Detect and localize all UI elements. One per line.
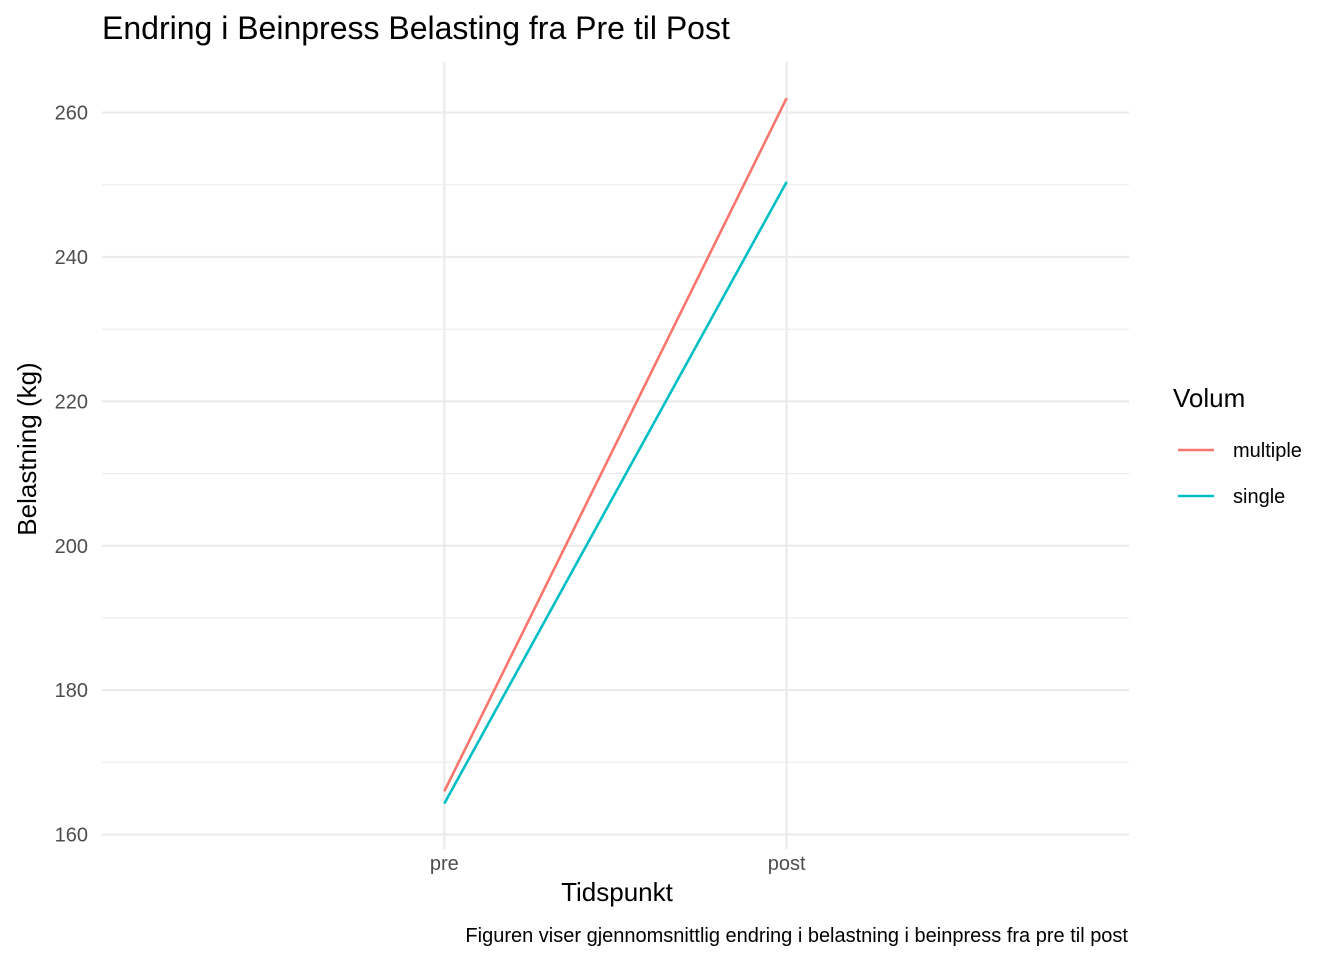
chart-caption: Figuren viser gjennomsnittlig endring i … — [465, 925, 1128, 947]
series-line-single — [443, 181, 788, 805]
y-tick-label: 240 — [55, 247, 88, 269]
y-tick-labels: 160 180 200 220 240 260 — [55, 103, 88, 847]
y-axis-title: Belastning (kg) — [12, 362, 42, 535]
legend-title: Volum — [1173, 383, 1245, 413]
x-axis-title: Tidspunkt — [561, 877, 674, 907]
y-tick-label: 200 — [55, 536, 88, 558]
grid-lines — [102, 62, 1129, 849]
y-tick-label: 160 — [55, 825, 88, 847]
series-line-multiple — [443, 97, 788, 792]
legend-label-single: single — [1233, 486, 1285, 508]
y-tick-label: 260 — [55, 103, 88, 125]
x-tick-label: pre — [430, 853, 459, 875]
chart-title: Endring i Beinpress Belasting fra Pre ti… — [102, 10, 730, 46]
legend-items: multiple single — [1178, 440, 1302, 508]
x-tick-labels: pre post — [430, 853, 806, 875]
legend: Volum multiple single — [1173, 383, 1302, 508]
x-tick-label: post — [768, 853, 806, 875]
y-tick-label: 180 — [55, 680, 88, 702]
y-tick-label: 220 — [55, 391, 88, 413]
series-lines — [443, 97, 788, 805]
legend-label-multiple: multiple — [1233, 440, 1302, 462]
